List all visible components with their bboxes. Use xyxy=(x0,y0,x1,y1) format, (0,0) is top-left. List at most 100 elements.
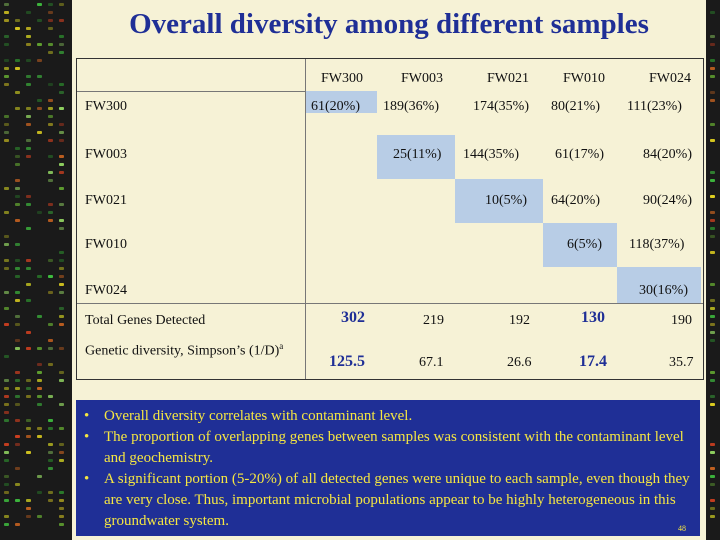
microarray-spot xyxy=(37,515,42,518)
grid-line xyxy=(77,303,703,304)
microarray-spot xyxy=(48,99,53,102)
microarray-spot xyxy=(15,67,20,70)
microarray-spot xyxy=(15,347,20,350)
microarray-spot xyxy=(48,211,53,214)
microarray-spot xyxy=(26,347,31,350)
microarray-spot xyxy=(710,227,715,230)
microarray-spot xyxy=(59,131,64,134)
microarray-spot xyxy=(37,99,42,102)
microarray-spot xyxy=(48,219,53,222)
microarray-spot xyxy=(4,3,9,6)
microarray-spot xyxy=(4,379,9,382)
microarray-spot xyxy=(15,299,20,302)
total-cell: 190 xyxy=(671,313,692,328)
microarray-spot xyxy=(26,331,31,334)
microarray-spot xyxy=(4,43,9,46)
microarray-spot xyxy=(26,83,31,86)
microarray-spot xyxy=(15,467,20,470)
microarray-spot xyxy=(59,91,64,94)
microarray-spot xyxy=(710,283,715,286)
microarray-spot xyxy=(48,339,53,342)
microarray-spot xyxy=(710,371,715,374)
microarray-spot xyxy=(59,3,64,6)
microarray-spot xyxy=(4,459,9,462)
diversity-label: Genetic diversity, Simpson’s (1/D)a xyxy=(85,337,295,361)
microarray-spot xyxy=(48,459,53,462)
microarray-spot xyxy=(4,307,9,310)
microarray-spot xyxy=(59,307,64,310)
diagonal-highlight xyxy=(617,267,701,303)
microarray-spot xyxy=(37,211,42,214)
microarray-spot xyxy=(48,115,53,118)
microarray-spot xyxy=(4,523,9,526)
microarray-spot xyxy=(710,299,715,302)
microarray-spot xyxy=(15,219,20,222)
microarray-spot xyxy=(4,59,9,62)
microarray-spot xyxy=(710,35,715,38)
microarray-spot xyxy=(48,203,53,206)
microarray-spot xyxy=(59,323,64,326)
microarray-spot xyxy=(26,155,31,158)
microarray-spot xyxy=(59,139,64,142)
microarray-spot xyxy=(48,419,53,422)
microarray-spot xyxy=(26,195,31,198)
microarray-spot xyxy=(48,491,53,494)
row-label: FW021 xyxy=(85,193,127,208)
microarray-spot xyxy=(710,195,715,198)
microarray-spot xyxy=(710,67,715,70)
diversity-cell: 17.4 xyxy=(579,353,607,370)
microarray-spot xyxy=(37,43,42,46)
microarray-spot xyxy=(15,195,20,198)
microarray-spot xyxy=(26,427,31,430)
microarray-spot xyxy=(59,203,64,206)
microarray-spot xyxy=(59,347,64,350)
microarray-spot xyxy=(48,499,53,502)
microarray-spot xyxy=(4,211,9,214)
microarray-spot xyxy=(37,371,42,374)
microarray-spot xyxy=(710,123,715,126)
microarray-spot xyxy=(59,259,64,262)
diversity-cell: 35.7 xyxy=(669,355,694,370)
microarray-spot xyxy=(37,435,42,438)
microarray-spot xyxy=(15,315,20,318)
microarray-spot xyxy=(15,395,20,398)
microarray-spot xyxy=(710,499,715,502)
microarray-spot xyxy=(37,395,42,398)
table-cell: 25(11%) xyxy=(393,147,442,162)
microarray-spot xyxy=(59,371,64,374)
microarray-spot xyxy=(48,291,53,294)
slide-number: 48 xyxy=(678,524,686,533)
table-cell: 90(24%) xyxy=(643,193,692,208)
microarray-spot xyxy=(4,291,9,294)
microarray-spot xyxy=(4,323,9,326)
microarray-spot xyxy=(37,387,42,390)
microarray-spot xyxy=(15,179,20,182)
microarray-spot xyxy=(710,99,715,102)
grid-line xyxy=(77,91,305,92)
microarray-spot xyxy=(48,363,53,366)
microarray-spot xyxy=(710,475,715,478)
microarray-spot xyxy=(59,19,64,22)
microarray-spot xyxy=(15,379,20,382)
microarray-spot xyxy=(15,323,20,326)
microarray-spot xyxy=(59,43,64,46)
bullet-mark: • xyxy=(84,471,90,487)
microarray-spot xyxy=(48,123,53,126)
microarray-spot xyxy=(59,107,64,110)
microarray-spot xyxy=(37,107,42,110)
microarray-spot xyxy=(4,387,9,390)
microarray-spot xyxy=(710,235,715,238)
microarray-spot xyxy=(710,179,715,182)
microarray-spot xyxy=(37,363,42,366)
microarray-spot xyxy=(37,379,42,382)
microarray-spot xyxy=(4,411,9,414)
bullet-text: The proportion of overlapping genes betw… xyxy=(104,429,684,466)
microarray-spot xyxy=(59,51,64,54)
microarray-spot xyxy=(59,515,64,518)
microarray-spot xyxy=(15,483,20,486)
microarray-spot xyxy=(48,451,53,454)
microarray-spot xyxy=(26,75,31,78)
microarray-strip-right xyxy=(706,0,720,540)
microarray-spot xyxy=(59,275,64,278)
microarray-spot xyxy=(26,435,31,438)
